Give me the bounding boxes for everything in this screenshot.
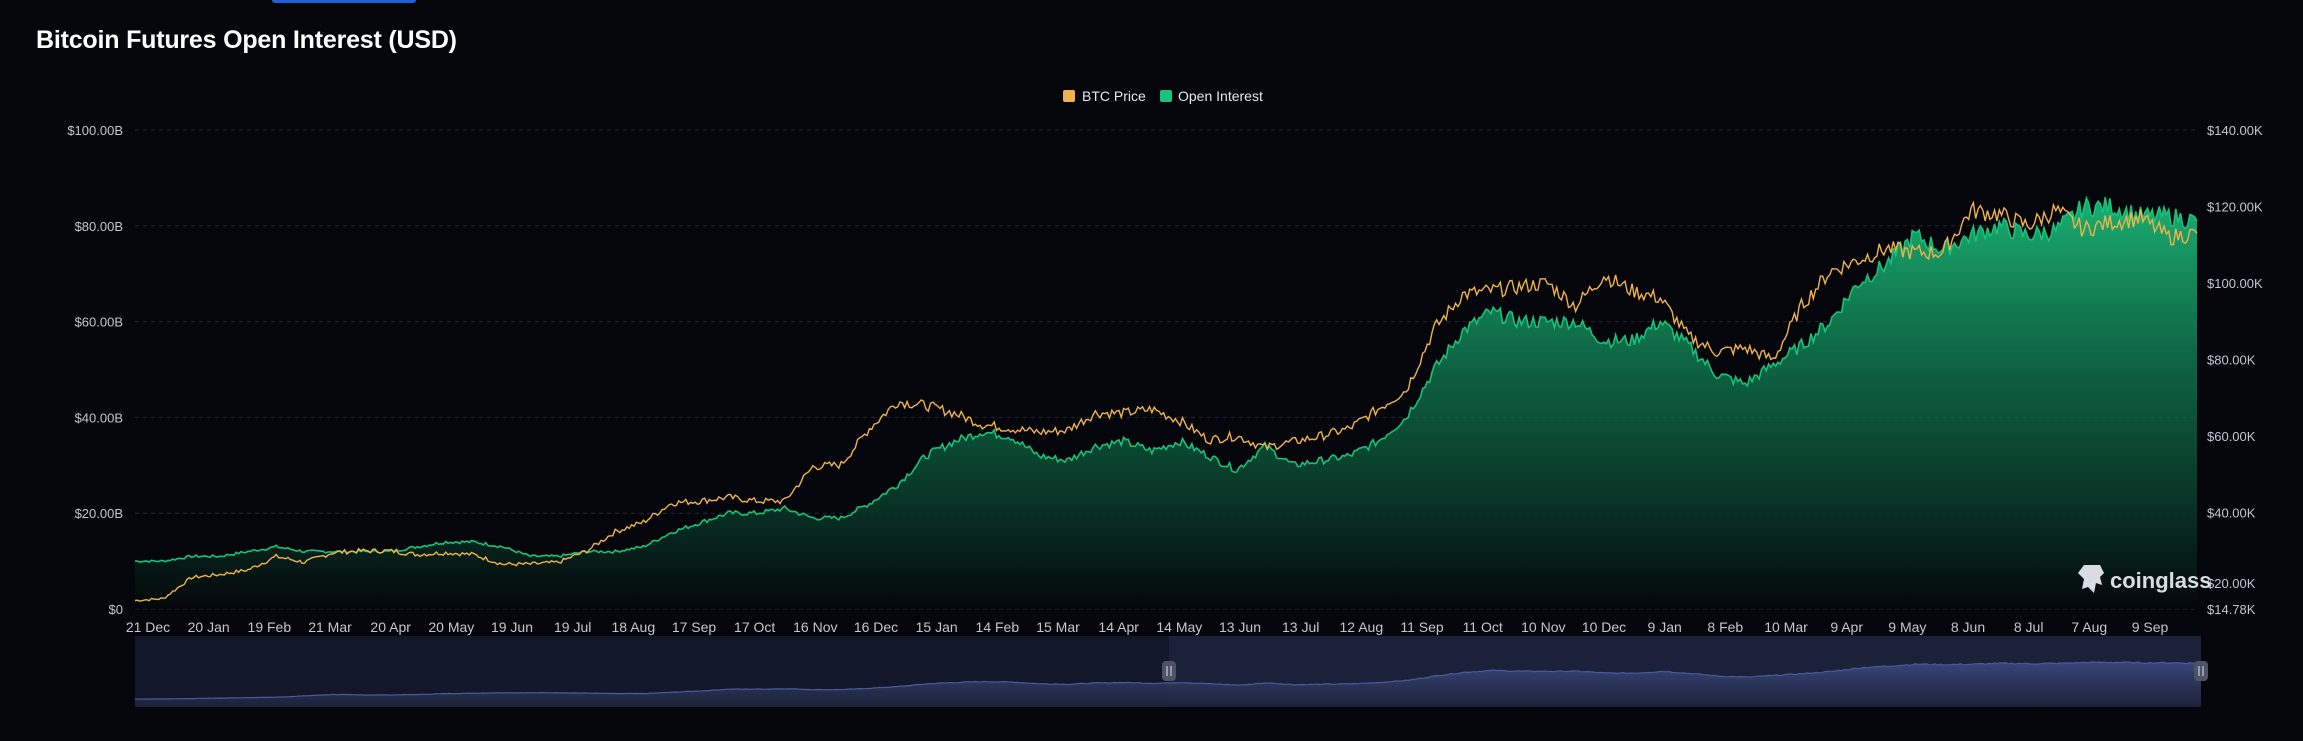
x-axis-tick-label: 16 Nov xyxy=(793,619,837,635)
left-axis-tick-label: $60.00B xyxy=(75,315,123,330)
btc-price-line xyxy=(134,200,2198,602)
x-axis-tick-label: 9 Sep xyxy=(2132,619,2169,635)
x-axis-tick-label: 21 Mar xyxy=(308,619,352,635)
left-axis-tick-label: $80.00B xyxy=(75,219,123,234)
left-axis-tick-label: $100.00B xyxy=(67,123,123,138)
right-axis-tick-label: $14.78K xyxy=(2207,602,2256,617)
x-axis-tick-label: 9 May xyxy=(1888,619,1926,635)
x-axis-tick-label: 21 Dec xyxy=(126,619,170,635)
x-axis-tick-label: 8 Jun xyxy=(1951,619,1985,635)
legend-swatch-open-interest xyxy=(1160,90,1172,102)
navigator-left-handle[interactable] xyxy=(1162,661,1176,681)
coinglass-logo-icon xyxy=(2078,565,2104,593)
x-axis-tick-label: 7 Aug xyxy=(2071,619,2107,635)
right-axis-tick-label: $100.00K xyxy=(2207,276,2263,291)
x-axis-tick-label: 9 Apr xyxy=(1830,619,1863,635)
x-axis-tick-label: 8 Feb xyxy=(1707,619,1743,635)
legend-swatch-btc-price xyxy=(1063,90,1075,102)
x-axis-tick-label: 13 Jun xyxy=(1219,619,1261,635)
coinglass-watermark: coinglass xyxy=(2078,565,2211,593)
legend-label-btc-price: BTC Price xyxy=(1082,88,1146,104)
right-axis-tick-label: $40.00K xyxy=(2207,506,2256,521)
right-axis-ticks: $14.78K $20.00K $40.00K $60.00K $80.00K $100.… xyxy=(2207,123,2263,617)
right-axis-tick-label: $60.00K xyxy=(2207,429,2256,444)
x-axis-tick-label: 14 Feb xyxy=(976,619,1020,635)
navigator-line xyxy=(135,661,2202,700)
x-axis-tick-label: 11 Oct xyxy=(1463,619,1503,635)
right-axis-tick-label: $20.00K xyxy=(2207,576,2256,591)
open-interest-area xyxy=(135,197,2197,610)
x-axis-tick-label: 17 Sep xyxy=(672,619,717,635)
x-axis-tick-label: 12 Aug xyxy=(1340,619,1384,635)
watermark-text: coinglass xyxy=(2110,568,2211,593)
x-axis-tick-label: 19 Jun xyxy=(491,619,533,635)
x-axis-tick-label: 20 Jan xyxy=(188,619,230,635)
x-axis-tick-label: 19 Feb xyxy=(248,619,292,635)
x-axis-tick-label: 13 Jul xyxy=(1282,619,1319,635)
right-axis-tick-label: $80.00K xyxy=(2207,353,2256,368)
x-axis-tick-label: 9 Jan xyxy=(1648,619,1682,635)
x-axis-tick-label: 10 Dec xyxy=(1582,619,1626,635)
legend-item-open-interest[interactable]: Open Interest xyxy=(1160,88,1263,104)
x-axis-tick-label: 19 Jul xyxy=(554,619,591,635)
x-axis-tick-label: 20 Apr xyxy=(370,619,411,635)
x-axis-tick-label: 11 Sep xyxy=(1400,619,1444,635)
x-axis-tick-label: 8 Jul xyxy=(2014,619,2044,635)
x-axis-tick-label: 10 Mar xyxy=(1764,619,1808,635)
navigator-right-handle[interactable] xyxy=(2194,661,2208,681)
open-interest-line xyxy=(134,195,2198,564)
left-axis-tick-label: $0 xyxy=(109,602,123,617)
left-axis-tick-label: $40.00B xyxy=(75,410,123,425)
x-axis-tick-label: 14 Apr xyxy=(1098,619,1139,635)
x-axis-ticks: 21 Dec 20 Jan 19 Feb 21 Mar 20 Apr 20 May 19 J… xyxy=(126,619,2169,635)
legend: BTC Price Open Interest xyxy=(1063,88,1263,104)
chart-title: Bitcoin Futures Open Interest (USD) xyxy=(36,26,457,54)
left-axis-tick-label: $20.00B xyxy=(75,506,123,521)
right-axis-tick-label: $120.00K xyxy=(2207,200,2263,215)
x-axis-tick-label: 18 Aug xyxy=(612,619,656,635)
right-axis-tick-label: $140.00K xyxy=(2207,123,2263,138)
x-axis-tick-label: 14 May xyxy=(1156,619,1202,635)
legend-label-open-interest: Open Interest xyxy=(1178,88,1263,104)
legend-item-btc-price[interactable]: BTC Price xyxy=(1063,88,1146,104)
x-axis-tick-label: 17 Oct xyxy=(734,619,775,635)
active-tab-indicator xyxy=(272,0,416,3)
x-axis-tick-label: 15 Mar xyxy=(1036,619,1080,635)
x-axis-tick-label: 15 Jan xyxy=(916,619,958,635)
x-axis-tick-label: 16 Dec xyxy=(854,619,898,635)
range-navigator[interactable] xyxy=(135,636,2208,707)
x-axis-tick-label: 10 Nov xyxy=(1521,619,1565,635)
left-axis-ticks: $0 $20.00B $40.00B $60.00B $80.00B $100.00B xyxy=(67,123,123,617)
x-axis-tick-label: 20 May xyxy=(428,619,474,635)
